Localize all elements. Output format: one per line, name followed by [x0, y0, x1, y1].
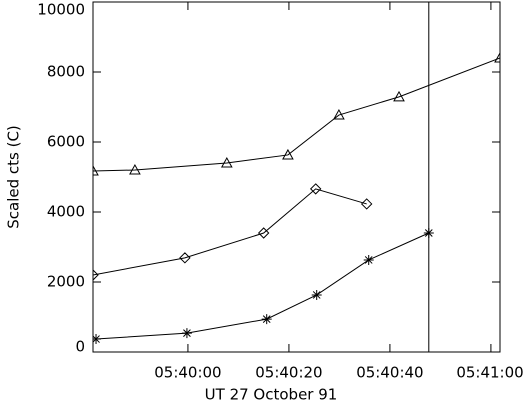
series-line [93, 57, 500, 172]
marker [309, 183, 322, 195]
marker [179, 252, 191, 264]
x-tick-label: 05:40:20 [255, 364, 322, 382]
marker [181, 328, 192, 339]
marker [93, 334, 102, 345]
marker [363, 254, 374, 265]
marker [93, 165, 99, 176]
y-tick-label: 6000 [47, 133, 85, 151]
series-line [95, 232, 430, 340]
marker [333, 109, 345, 120]
y-axis-label: Scaled cts (C) [5, 125, 23, 229]
x-tick-label: 05:41:00 [456, 364, 523, 382]
y-tick-label: 4000 [47, 203, 85, 221]
x-tick-label: 05:40:40 [356, 364, 423, 382]
marker [220, 156, 233, 168]
marker [93, 269, 99, 281]
y-tick-label: 8000 [47, 63, 85, 81]
marker [261, 314, 272, 325]
y-tick-label: 0 [75, 338, 85, 356]
marker [393, 90, 405, 102]
marker [257, 227, 270, 239]
marker [129, 163, 141, 175]
series-line [93, 188, 367, 276]
x-tick-label: 05:40:00 [154, 364, 221, 382]
x-axis-label: UT 27 October 91 [205, 386, 338, 403]
y-tick-label: 10000 [37, 1, 85, 19]
marker [360, 198, 373, 210]
marker [494, 51, 500, 63]
marker [311, 289, 322, 300]
marker [423, 228, 434, 238]
plot-area [93, 2, 500, 352]
plot-frame [92, 1, 501, 353]
y-tick-label: 2000 [47, 273, 85, 291]
marker [282, 148, 294, 160]
